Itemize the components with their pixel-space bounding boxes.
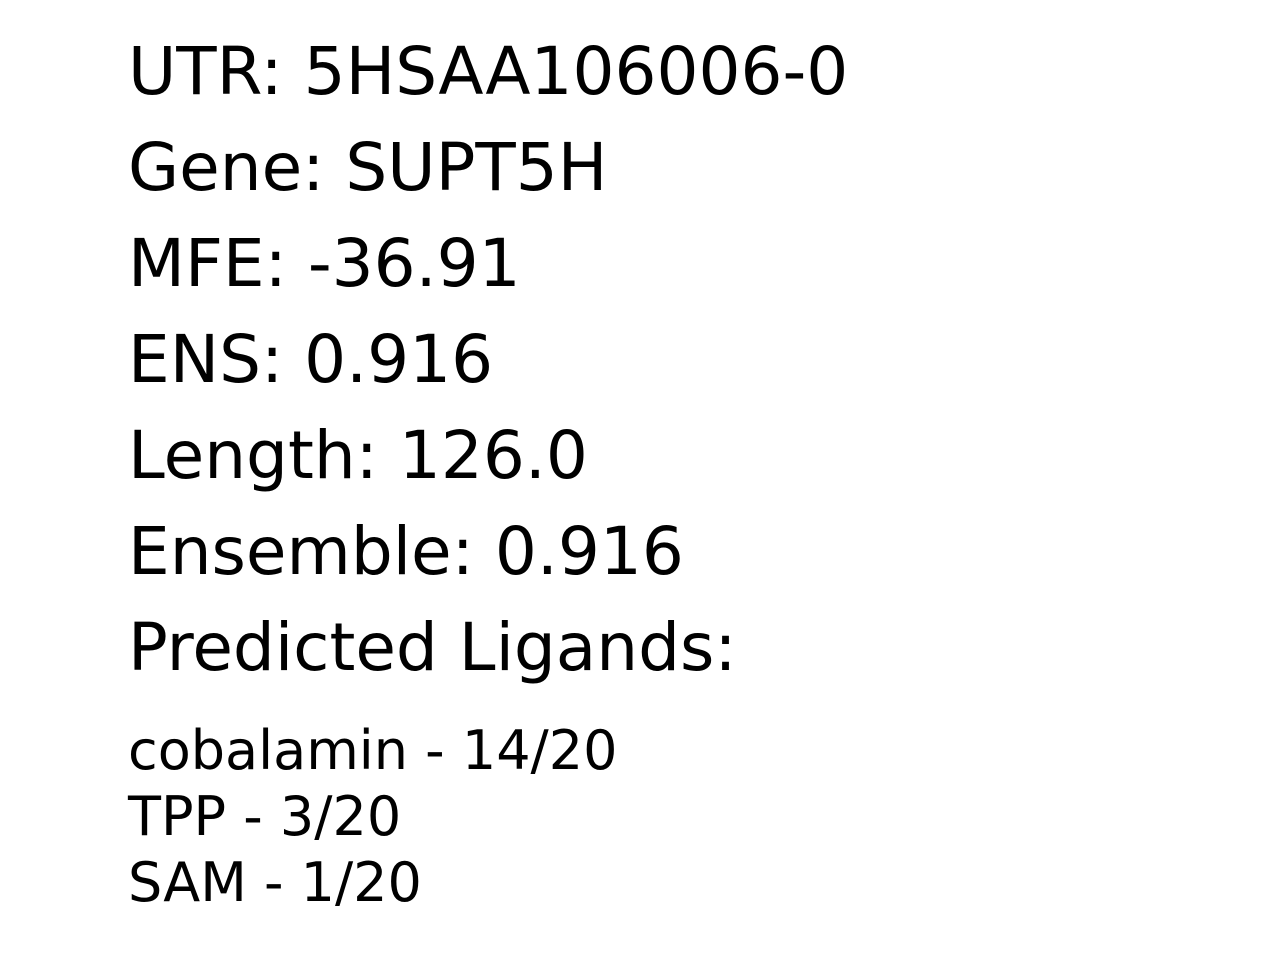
utr-summary: UTR: 5HSAA106006-0 Gene: SUPT5H MFE: -36… xyxy=(128,24,848,696)
ligand-item: TPP - 3/20 xyxy=(128,785,402,848)
ensemble-value: Ensemble: 0.916 xyxy=(128,513,684,590)
mfe-value: MFE: -36.91 xyxy=(128,225,521,302)
utr-id: UTR: 5HSAA106006-0 xyxy=(128,33,849,110)
ligand-list: cobalamin - 14/20 TPP - 3/20 SAM - 1/20 xyxy=(128,718,617,916)
ligand-item: cobalamin - 14/20 xyxy=(128,719,618,782)
length-value: Length: 126.0 xyxy=(128,417,588,494)
ens-value: ENS: 0.916 xyxy=(128,321,494,398)
ligand-item: SAM - 1/20 xyxy=(128,851,422,914)
gene-name: Gene: SUPT5H xyxy=(128,129,608,206)
ligands-heading: Predicted Ligands: xyxy=(128,609,737,686)
